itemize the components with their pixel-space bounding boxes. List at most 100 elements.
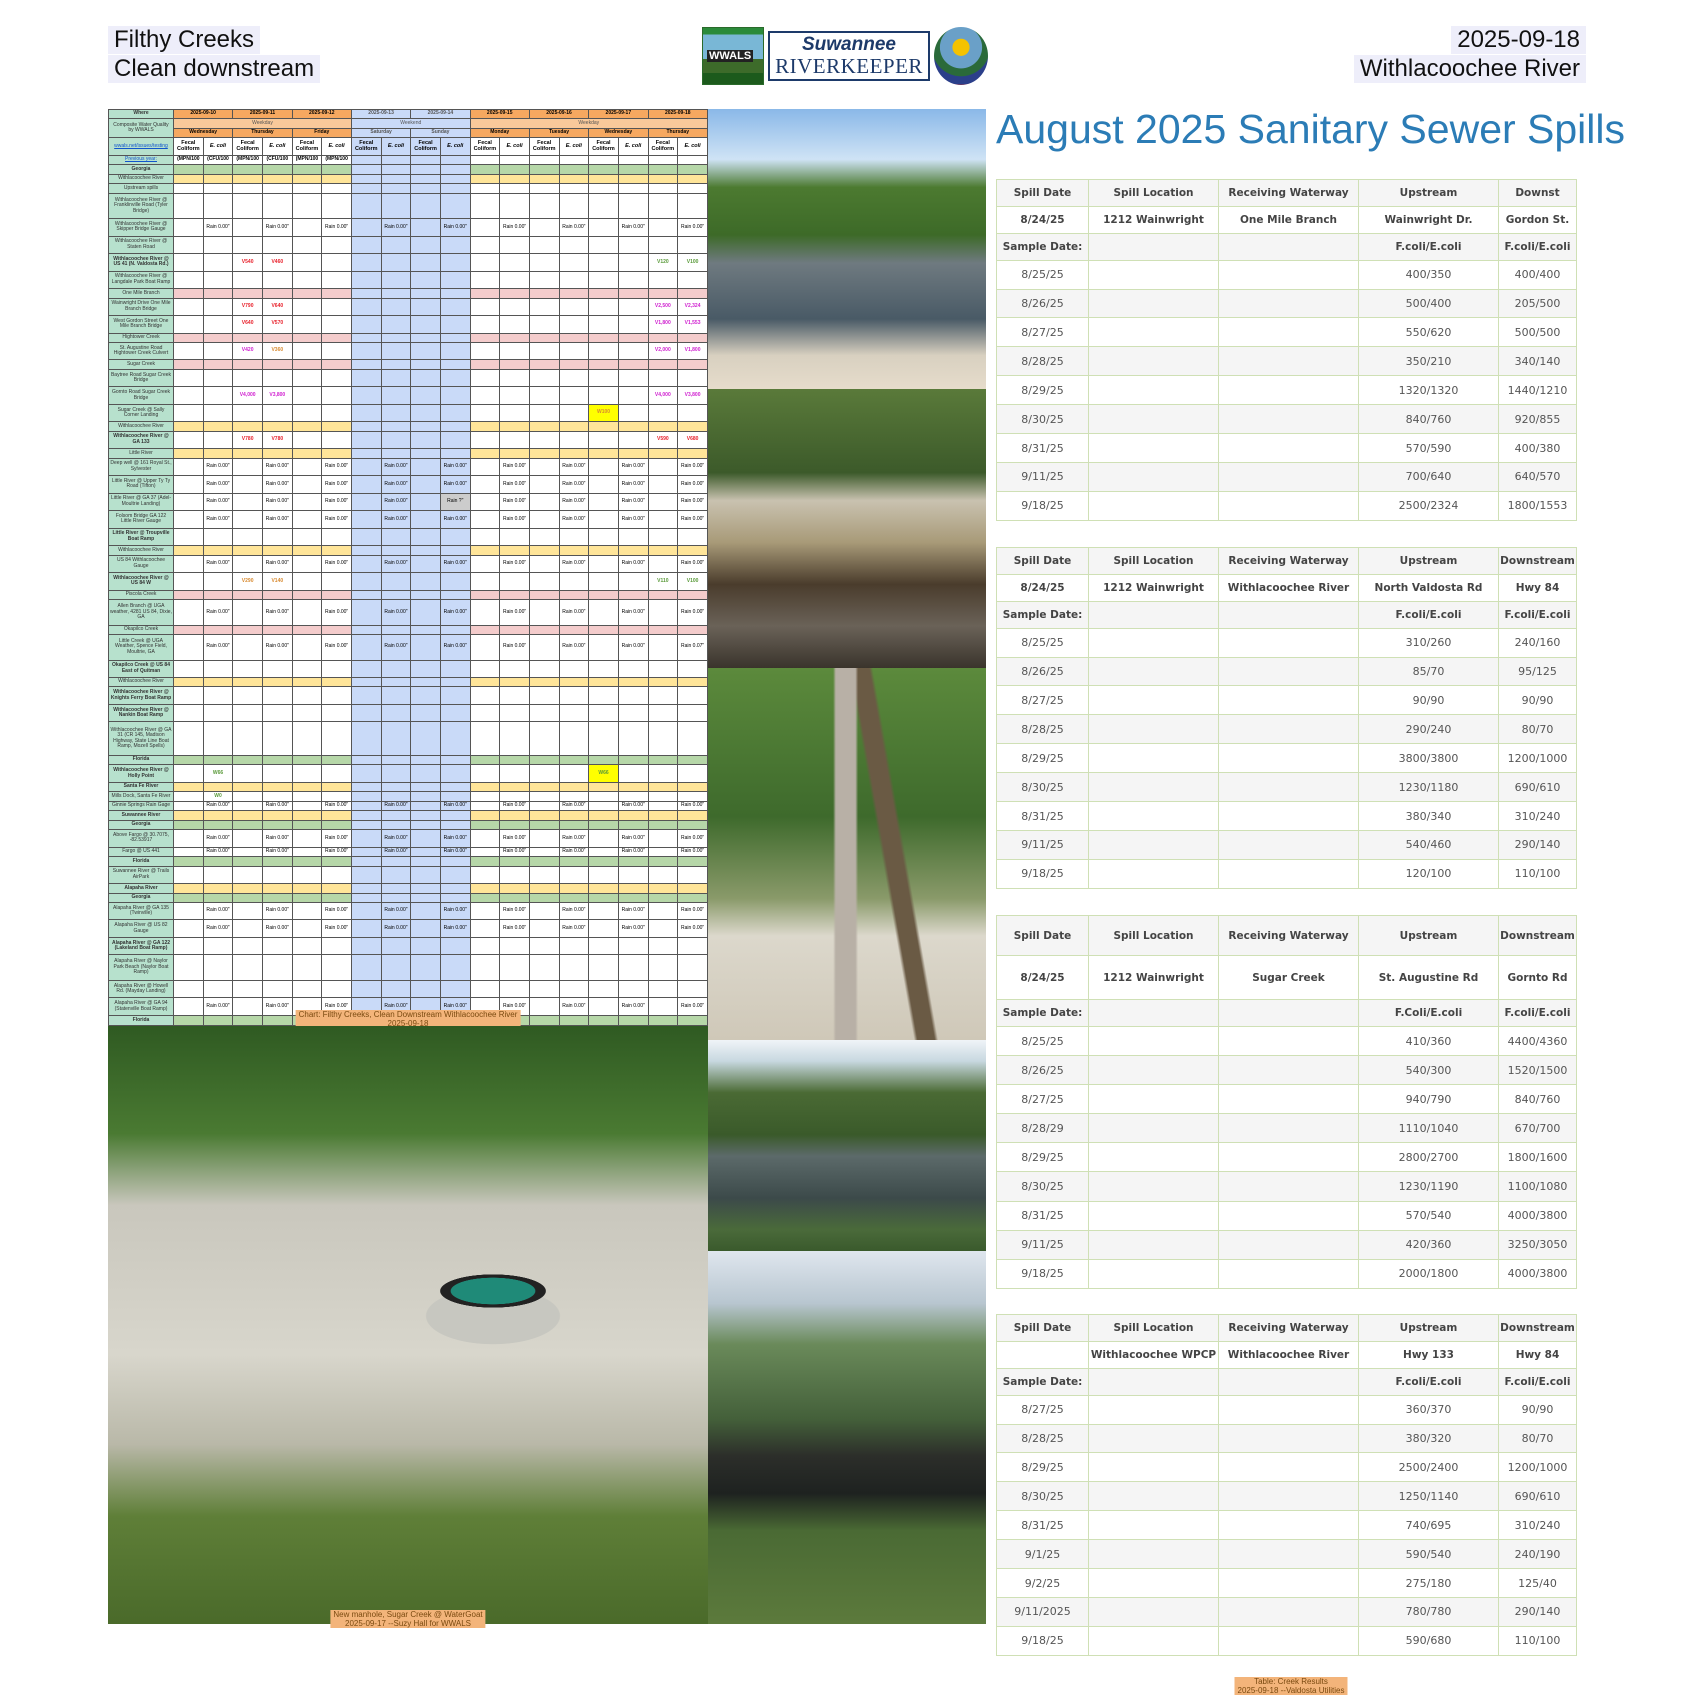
empty-cell [410, 421, 441, 432]
suwannee-riverkeeper-logo: Suwannee RIVERKEEPER [768, 31, 930, 81]
result-cell: V640 [232, 315, 263, 334]
empty-cell [380, 527, 412, 547]
empty-cell [617, 572, 649, 591]
empty-cell [291, 781, 323, 793]
empty-cell [350, 527, 382, 547]
sheet-row-site: West Gordon Street One Mile Branch Bridg… [108, 315, 708, 334]
table-cell: 8/25/25 [996, 627, 1089, 658]
empty-cell [647, 1014, 679, 1026]
result-cell: Rain 0.00" [439, 554, 471, 574]
table-cell [1088, 1229, 1219, 1260]
empty-cell [439, 545, 471, 556]
empty-cell [469, 721, 501, 756]
empty-cell [588, 492, 619, 512]
empty-cell [202, 572, 234, 591]
empty-cell [350, 659, 382, 679]
empty-cell [350, 403, 382, 423]
table-cell [1088, 743, 1219, 774]
spill-info-row: 8/24/25 1212 Wainwright Sugar Creek St. Aug… [996, 955, 1577, 1000]
empty-cell [588, 554, 619, 574]
site-label: Florida [108, 754, 174, 766]
testing-link[interactable]: wwals.net/issues/testing [108, 137, 174, 156]
empty-cell [291, 253, 323, 272]
empty-cell [380, 421, 412, 432]
empty-cell [677, 359, 708, 370]
sample-row: 8/30/25 840/760 920/855 [996, 404, 1577, 435]
empty-cell [410, 599, 441, 626]
previous-year-link[interactable]: Previous year: [108, 154, 174, 166]
day-group-header: Weekday [469, 118, 708, 129]
day-name-header: Wednesday [588, 127, 649, 139]
table-cell [1218, 232, 1359, 261]
result-cell: Rain 0.00" [558, 510, 590, 529]
empty-cell [202, 589, 234, 601]
result-cell: Rain 0.00" [617, 475, 649, 494]
empty-cell [677, 288, 708, 299]
sample-row: 8/29/25 2800/2700 1800/1600 [996, 1142, 1577, 1173]
empty-cell [410, 545, 441, 556]
empty-cell [528, 288, 560, 299]
empty-cell [528, 677, 560, 688]
table-cell: Sample Date: [996, 1367, 1089, 1396]
empty-cell [558, 192, 590, 220]
result-cell: Rain 0.00" [202, 218, 234, 237]
empty-cell [380, 721, 412, 756]
result-cell: W66 [588, 764, 619, 783]
site-label: Withlacoochee River [108, 421, 174, 432]
result-cell: V790 [232, 297, 263, 317]
empty-cell [202, 979, 234, 999]
empty-cell [350, 235, 382, 255]
empty-cell [528, 332, 560, 344]
table-cell: Withlacoochee River [1218, 573, 1359, 602]
empty-cell [588, 919, 619, 938]
empty-cell [350, 703, 382, 723]
result-cell: V1,553 [677, 315, 708, 334]
empty-cell [350, 332, 382, 344]
empty-cell [173, 800, 204, 812]
empty-cell [173, 183, 204, 194]
empty-cell [617, 183, 649, 194]
table-cell: Spill Date [996, 179, 1089, 207]
empty-cell [173, 721, 204, 756]
site-label: Withlacoochee River @ Holly Point [108, 764, 174, 783]
table-cell [1218, 714, 1359, 745]
empty-cell [173, 865, 204, 885]
empty-cell [558, 235, 590, 255]
result-cell: Rain 0.00" [380, 829, 412, 848]
empty-cell [677, 764, 708, 783]
empty-cell [350, 979, 382, 999]
empty-cell [677, 421, 708, 432]
empty-cell [173, 253, 204, 272]
sample-row: 8/25/25 410/360 4400/4360 [996, 1026, 1577, 1057]
result-cell: Rain 0.00" [439, 218, 471, 237]
empty-cell [528, 936, 560, 956]
result-cell: Rain 0.00" [380, 901, 412, 921]
table-caption: Table: Creek Results 2025-09-18 --Valdost… [1234, 1677, 1348, 1695]
units-cell [380, 154, 412, 166]
empty-cell [647, 545, 679, 556]
empty-cell [528, 403, 560, 423]
date-header: 2025-09-16 [528, 109, 590, 120]
river-photo-1 [708, 1040, 986, 1251]
empty-cell [558, 270, 590, 290]
empty-cell [588, 288, 619, 299]
units-cell: (CFU/100 [261, 154, 293, 166]
empty-cell [677, 865, 708, 885]
manhole-photo [108, 1026, 708, 1624]
empty-cell [558, 979, 590, 999]
result-cell: Rain 0.00" [439, 829, 471, 848]
table-cell [1088, 1113, 1219, 1144]
empty-cell [291, 677, 323, 688]
table-cell [1218, 1481, 1359, 1512]
empty-cell [232, 421, 263, 432]
empty-cell [173, 856, 204, 867]
empty-cell [291, 430, 323, 450]
empty-cell [410, 235, 441, 255]
table-cell: 8/28/29 [996, 1113, 1089, 1144]
empty-cell [291, 846, 323, 858]
empty-cell [350, 754, 382, 766]
empty-cell [528, 659, 560, 679]
result-cell: Rain 0.00" [499, 510, 530, 529]
result-cell: Rain 0.00" [380, 554, 412, 574]
empty-cell [232, 892, 263, 904]
